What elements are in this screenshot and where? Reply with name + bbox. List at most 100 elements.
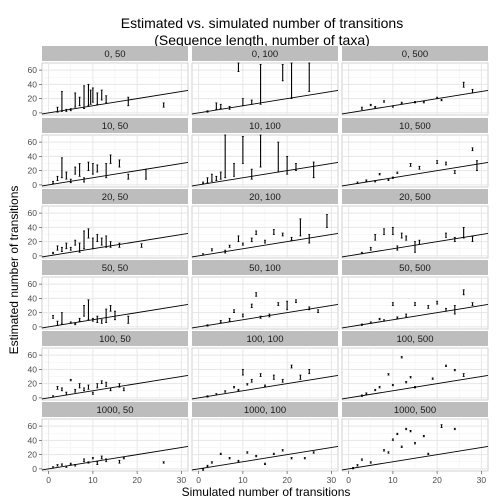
y-tick-label: 60 <box>28 137 38 147</box>
facet-strip-label: 0, 500 <box>402 49 428 60</box>
reference-line <box>341 161 489 187</box>
y-tick-label: 20 <box>28 379 38 389</box>
facet-strip-label: 1000, 100 <box>244 405 286 416</box>
reference-line <box>191 89 339 115</box>
facet-strip <box>192 260 338 275</box>
facet-strip-label: 100, 100 <box>247 334 284 345</box>
reference-line <box>41 232 189 258</box>
facet-panel-20-100: 20, 100 <box>191 189 339 259</box>
facet-strip <box>192 189 338 204</box>
facet-strip <box>342 118 488 133</box>
x-tick-label: 10 <box>88 475 98 485</box>
facet-panel-20-50: 20, 50 0 20 40 60 <box>28 189 189 261</box>
facet-strip <box>342 260 488 275</box>
y-tick-label: 40 <box>28 293 38 303</box>
facet-strip <box>42 189 188 204</box>
y-tick-label: 40 <box>28 364 38 374</box>
facet-panel-50-50: 50, 50 0 20 40 60 <box>28 260 189 332</box>
facet-strip <box>42 118 188 133</box>
facet-strip <box>192 402 338 417</box>
facet-panel-0-500: 0, 500 <box>341 46 489 116</box>
y-tick-label: 20 <box>28 237 38 247</box>
facet-strip <box>42 260 188 275</box>
facet-panel-10-50: 10, 50 0 20 40 60 <box>28 118 189 190</box>
facet-panel-20-500: 20, 500 <box>341 189 489 259</box>
x-tick-label: 0 <box>346 475 351 485</box>
y-tick-label: 0 <box>32 464 37 474</box>
facet-strip-label: 0, 100 <box>252 49 278 60</box>
x-tick-label: 10 <box>388 475 398 485</box>
x-tick-label: 30 <box>177 475 187 485</box>
y-tick-label: 40 <box>28 222 38 232</box>
facet-strip-label: 10, 50 <box>102 121 128 132</box>
x-tick-label: 20 <box>432 475 442 485</box>
y-tick-label: 60 <box>28 65 38 75</box>
facet-strip-label: 20, 100 <box>249 192 281 203</box>
facet-panel-50-100: 50, 100 <box>191 260 339 330</box>
facet-strip-label: 50, 100 <box>249 263 281 274</box>
facet-strip-label: 1000, 500 <box>394 405 436 416</box>
facet-panel-1000-50: 1000, 50 0 20 40 60 0 10 20 30 <box>28 402 189 485</box>
x-tick-label: 30 <box>327 475 337 485</box>
y-tick-label: 60 <box>28 279 38 289</box>
facet-strip <box>42 331 188 346</box>
x-tick-label: 10 <box>238 475 248 485</box>
y-tick-label: 20 <box>28 94 38 104</box>
x-tick-label: 0 <box>46 475 51 485</box>
y-tick-label: 20 <box>28 450 38 460</box>
y-tick-label: 20 <box>28 308 38 318</box>
y-tick-label: 0 <box>32 108 37 118</box>
facet-strip-label: 10, 100 <box>249 121 281 132</box>
reference-line <box>341 445 489 471</box>
reference-line <box>191 303 339 329</box>
facet-panel-50-500: 50, 500 <box>341 260 489 330</box>
facet-strip <box>42 402 188 417</box>
x-tick-label: 30 <box>477 475 487 485</box>
facet-strip <box>342 46 488 61</box>
y-tick-label: 60 <box>28 421 38 431</box>
y-tick-label: 20 <box>28 166 38 176</box>
y-tick-label: 0 <box>32 322 37 332</box>
facet-strip-label: 0, 50 <box>104 49 125 60</box>
facet-strip <box>342 331 488 346</box>
facet-strip <box>192 46 338 61</box>
facet-strip-label: 100, 50 <box>99 334 131 345</box>
facet-panel-0-50: 0, 50 0 20 40 60 <box>28 46 189 118</box>
facet-strip <box>342 189 488 204</box>
facet-strip-label: 50, 500 <box>399 263 431 274</box>
y-tick-label: 0 <box>32 180 37 190</box>
facet-panel-10-500: 10, 500 <box>341 118 489 188</box>
y-tick-label: 40 <box>28 435 38 445</box>
facet-strip <box>342 402 488 417</box>
reference-line <box>191 232 339 258</box>
y-tick-label: 40 <box>28 79 38 89</box>
x-tick-label: 0 <box>196 475 201 485</box>
x-tick-label: 20 <box>282 475 292 485</box>
y-tick-label: 40 <box>28 151 38 161</box>
reference-line <box>341 303 489 329</box>
facet-panel-1000-100: 1000, 100 0 10 20 30 <box>191 402 339 485</box>
y-tick-label: 0 <box>32 251 37 261</box>
facet-strip <box>192 331 338 346</box>
y-tick-label: 60 <box>28 208 38 218</box>
y-tick-label: 60 <box>28 350 38 360</box>
facet-strip-label: 10, 500 <box>399 121 431 132</box>
y-tick-label: 0 <box>32 393 37 403</box>
facet-panel-100-100: 100, 100 <box>191 331 339 401</box>
facet-panel-100-50: 100, 50 0 20 40 60 <box>28 331 189 403</box>
x-tick-label: 20 <box>132 475 142 485</box>
reference-line <box>191 445 339 471</box>
x-axis-label: Simulated number of transitions <box>182 485 351 499</box>
facet-panel-10-100: 10, 100 <box>191 118 339 188</box>
facet-strip <box>42 46 188 61</box>
chart-title-line-1: Estimated vs. simulated number of transi… <box>121 15 403 31</box>
facet-strip-label: 100, 500 <box>397 334 434 345</box>
facet-panel-1000-500: 1000, 500 0 10 20 30 <box>341 402 489 485</box>
facet-strip-label: 1000, 50 <box>97 405 134 416</box>
reference-line <box>41 161 189 187</box>
facet-strip-label: 50, 50 <box>102 263 128 274</box>
facet-strip-label: 20, 500 <box>399 192 431 203</box>
facet-panel-0-100: 0, 100 <box>191 46 339 116</box>
